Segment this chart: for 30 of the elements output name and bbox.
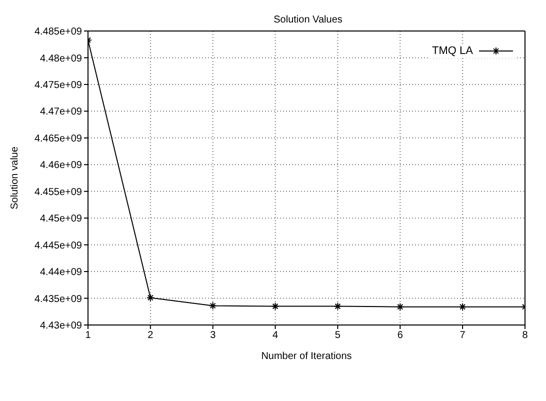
x-tick-label: 3 (210, 330, 216, 342)
point (208, 302, 217, 310)
y-tick-label: 4.45e+09 (40, 214, 82, 225)
x-tick-label: 2 (148, 330, 154, 342)
point (146, 294, 154, 302)
y-tick-label: 4.46e+09 (40, 160, 82, 172)
y-tick-label: 4.44e+09 (40, 267, 82, 278)
y-axis-title: Solution value (10, 146, 21, 210)
point (334, 302, 342, 310)
legend-label: TMQ LA (432, 45, 473, 57)
point (458, 302, 467, 311)
chart-title: Solution Values (274, 14, 342, 26)
x-tick-label: 1 (85, 330, 92, 342)
x-axis-title: Number of Iterations (261, 351, 352, 362)
x-tick-label: 8 (522, 330, 528, 342)
x-tick-label: 6 (397, 330, 404, 342)
y-tick-label: 4.455e+09 (34, 186, 82, 198)
x-tick-label: 5 (334, 330, 341, 342)
y-tick-label: 4.435e+09 (34, 294, 82, 305)
point (271, 302, 280, 310)
y-tick-label: 4.43e+09 (40, 320, 82, 332)
y-tick-label: 4.48e+09 (40, 53, 82, 64)
x-tick-label: 7 (460, 330, 466, 342)
y-tick-label: 4.47e+09 (40, 106, 82, 118)
x-tick-label: 4 (272, 330, 279, 342)
y-tick-label: 4.465e+09 (34, 133, 82, 144)
y-tick-label: 4.485e+09 (34, 26, 82, 38)
y-tick-label: 4.475e+09 (34, 80, 82, 92)
point (396, 302, 404, 311)
y-tick-label: 4.445e+09 (34, 240, 82, 252)
